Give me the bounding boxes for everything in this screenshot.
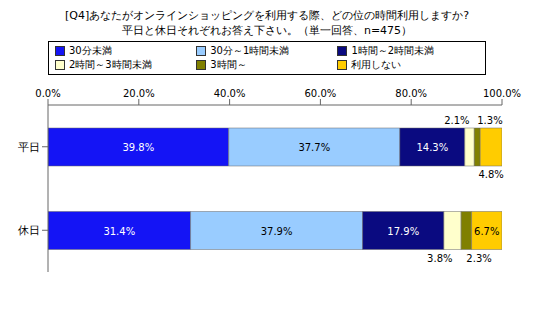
svg-text:80.0%: 80.0% (395, 88, 427, 99)
svg-text:1.3%: 1.3% (477, 115, 502, 126)
html-text:利用しない: 利用しない (351, 59, 402, 70)
svg-text:100.0%: 100.0% (483, 88, 521, 99)
svg-text:平日: 平日 (18, 141, 40, 154)
svg-text:2.3%: 2.3% (466, 253, 491, 264)
svg-text:休日: 休日 (18, 224, 40, 237)
svg-text:40.0%: 40.0% (214, 88, 246, 99)
svg-text:4.8%: 4.8% (478, 169, 503, 180)
html-text:2時間～3時間未満: 2時間～3時間未満 (69, 59, 152, 70)
html-text:30分～1時間未満: 30分～1時間未満 (210, 45, 290, 56)
html-text:30分未満: 30分未満 (69, 45, 112, 56)
svg-text:17.9%: 17.9% (387, 226, 419, 237)
svg-text:20.0%: 20.0% (123, 88, 155, 99)
svg-text:6.7%: 6.7% (474, 226, 499, 237)
svg-text:14.3%: 14.3% (416, 142, 448, 153)
svg-text:31.4%: 31.4% (103, 226, 135, 237)
html-text:1時間～2時間未満: 1時間～2時間未満 (351, 45, 435, 56)
svg-text:3.8%: 3.8% (427, 253, 452, 264)
svg-text:60.0%: 60.0% (305, 88, 337, 99)
svg-text:37.7%: 37.7% (298, 142, 330, 153)
svg-text:39.8%: 39.8% (122, 142, 154, 153)
html-text:[Q4]あなたがオンラインショッピングを利用する際、どの位の: [Q4]あなたがオンラインショッピングを利用する際、どの位の時間利用しますか? … (65, 9, 469, 37)
svg-text:2.1%: 2.1% (444, 115, 469, 126)
html-text:3時間～: 3時間～ (210, 59, 247, 70)
svg-text:37.9%: 37.9% (261, 226, 293, 237)
svg-text:0.0%: 0.0% (35, 88, 60, 99)
